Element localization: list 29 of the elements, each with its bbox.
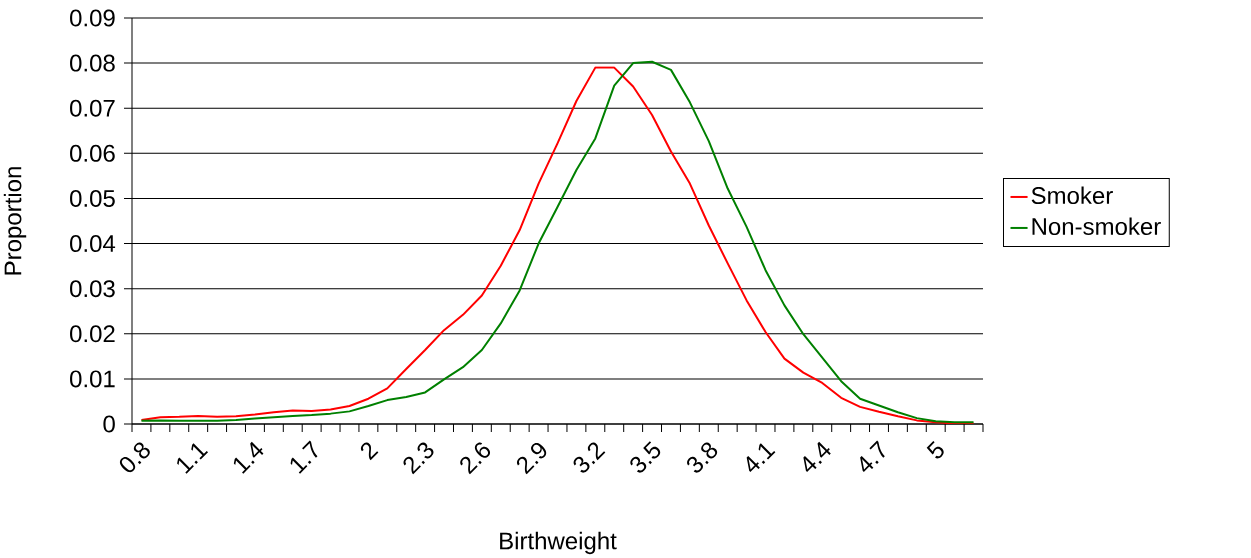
y-tick-label: 0.09 [70,9,115,27]
legend-label: Non-smoker [1032,217,1161,236]
x-tick-label: 3.5 [630,441,661,473]
x-tick-label: 4.4 [803,441,831,472]
y-tick-label: 0.02 [70,325,115,343]
x-axis-title: Birthweight [500,531,617,555]
x-tick-label: 2.6 [460,442,491,475]
x-tick-label: 1.1 [177,443,209,474]
x-tick-label: 3.2 [573,442,606,473]
y-tick-label: 0.01 [70,370,115,388]
legend-label: Smoker [1031,186,1113,205]
x-tick-label: 2 [360,442,379,461]
x-tick-label: 1.7 [290,440,318,474]
y-tick-label: 0.04 [70,235,116,253]
x-tick-label: 4.1 [746,443,776,472]
y-tick-label: 0.06 [70,144,115,162]
y-tick-label: 0.03 [70,280,115,298]
x-tick-label: 4.7 [860,440,885,472]
x-tick-label: 0.8 [119,442,150,473]
y-tick-label: 0.07 [70,99,115,117]
y-axis-title: Proportion [3,167,27,275]
x-tick-label: 3.8 [687,442,718,473]
x-tick-label: 2.9 [516,442,547,475]
x-tick-label: 2.3 [403,442,434,475]
x-tick-label: 5 [926,441,944,459]
y-tick-label: 0.05 [70,189,115,207]
y-tick-label: 0 [103,415,115,433]
y-tick-label: 0.08 [70,54,115,72]
x-tick-label: 1.4 [233,441,264,474]
